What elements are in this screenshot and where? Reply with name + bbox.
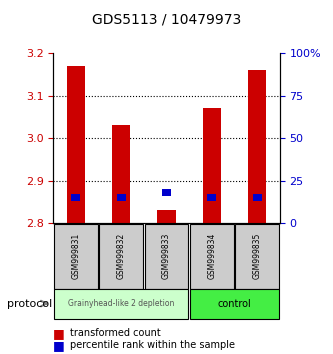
Bar <box>112 125 130 223</box>
Text: GSM999834: GSM999834 <box>207 233 216 279</box>
Text: transformed count: transformed count <box>70 329 161 338</box>
Text: control: control <box>217 298 251 309</box>
Text: GSM999835: GSM999835 <box>252 233 262 279</box>
Text: ■: ■ <box>53 339 65 352</box>
Text: GSM999832: GSM999832 <box>117 233 126 279</box>
Bar <box>203 108 221 223</box>
Bar <box>252 194 262 201</box>
Bar <box>67 66 85 223</box>
Bar <box>248 70 266 223</box>
Text: protocol: protocol <box>7 298 52 309</box>
Text: ■: ■ <box>53 327 65 340</box>
Text: GSM999833: GSM999833 <box>162 233 171 279</box>
Bar <box>117 194 126 201</box>
Bar <box>162 189 171 196</box>
Text: GDS5113 / 10479973: GDS5113 / 10479973 <box>92 12 241 27</box>
Bar <box>207 194 216 201</box>
Text: percentile rank within the sample: percentile rank within the sample <box>70 340 235 350</box>
Bar <box>71 194 81 201</box>
Bar <box>158 210 175 223</box>
Text: Grainyhead-like 2 depletion: Grainyhead-like 2 depletion <box>68 299 174 308</box>
Text: GSM999831: GSM999831 <box>71 233 81 279</box>
